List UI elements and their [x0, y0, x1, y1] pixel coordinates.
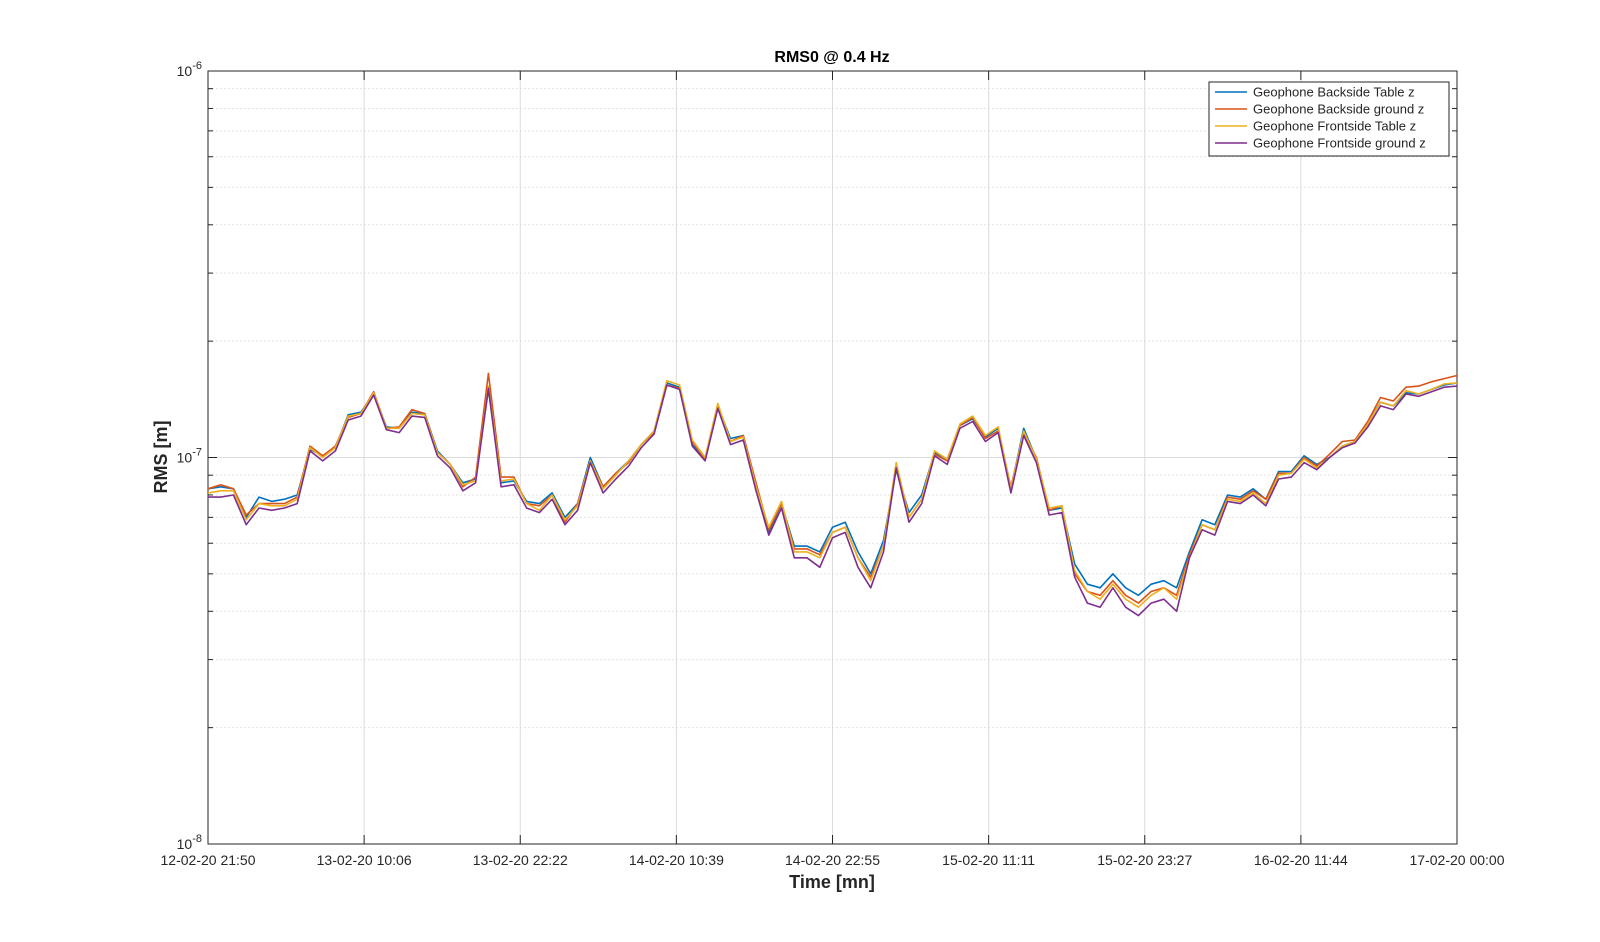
x-tick-label: 17-02-20 00:00 — [1410, 852, 1505, 868]
x-tick-label: 12-02-20 21:50 — [161, 852, 256, 868]
series-line-1 — [207, 382, 1458, 597]
y-axis-title: RMS [m] — [151, 421, 171, 494]
y-tick-label: 10-6 — [177, 60, 202, 79]
axis-ticks: 10-8 10-7 10-6 12-02-20 21:50 13-02-20 10:06… — [161, 60, 1505, 868]
x-axis-title: Time [mn] — [789, 872, 875, 892]
y-tick-label: 10-7 — [177, 447, 202, 466]
y-tick-label: 10-8 — [177, 833, 202, 852]
legend-box — [1208, 81, 1450, 157]
x-tick-label: 14-02-20 22:55 — [785, 852, 880, 868]
legend-entry: Geophone Frontside Table z — [1253, 119, 1416, 134]
x-tick-label: 15-02-20 23:27 — [1097, 852, 1192, 868]
grid-lines — [208, 71, 1457, 845]
x-tick-label: 15-02-20 11:11 — [942, 852, 1035, 868]
series-lines — [207, 372, 1458, 617]
legend-entry: Geophone Frontside ground z — [1253, 136, 1426, 151]
legend-entry: Geophone Backside ground z — [1253, 102, 1424, 117]
series-line-3 — [207, 379, 1458, 609]
legend-entry: Geophone Backside Table z — [1253, 85, 1415, 100]
legend: Geophone Backside Table z Geophone Backsi… — [1208, 81, 1450, 157]
x-tick-label: 13-02-20 10:06 — [317, 852, 412, 868]
series-line-4 — [208, 384, 1458, 617]
chart-title: RMS0 @ 0.4 Hz — [774, 49, 889, 66]
x-tick-label: 16-02-20 11:44 — [1254, 852, 1348, 868]
x-tick-label: 13-02-20 22:22 — [473, 852, 568, 868]
x-tick-label: 14-02-20 10:39 — [629, 852, 724, 868]
